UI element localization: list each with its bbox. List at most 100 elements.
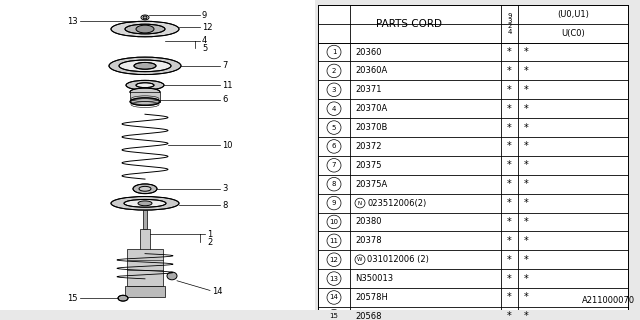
Text: 7: 7	[222, 61, 227, 70]
Ellipse shape	[133, 184, 157, 194]
Text: 9: 9	[202, 11, 207, 20]
Text: N: N	[358, 201, 362, 205]
Ellipse shape	[126, 80, 164, 90]
Text: *: *	[507, 311, 512, 320]
Text: 20370A: 20370A	[355, 104, 387, 113]
Text: (U0,U1): (U0,U1)	[557, 10, 589, 19]
Text: 023512006(2): 023512006(2)	[367, 199, 426, 208]
Ellipse shape	[136, 83, 154, 88]
Ellipse shape	[139, 186, 151, 191]
Text: 20578H: 20578H	[355, 293, 388, 302]
Text: 8: 8	[332, 181, 336, 187]
Ellipse shape	[111, 196, 179, 210]
Text: 5: 5	[202, 44, 207, 53]
Text: A211000070: A211000070	[582, 296, 635, 305]
Text: *: *	[507, 236, 512, 246]
Text: *: *	[507, 141, 512, 151]
Text: 20380: 20380	[355, 218, 381, 227]
Text: 9
3
2
4: 9 3 2 4	[508, 13, 512, 35]
Text: 20360: 20360	[355, 48, 381, 57]
Text: 14: 14	[330, 294, 339, 300]
Text: 4: 4	[332, 106, 336, 112]
Text: W: W	[357, 257, 363, 262]
Text: 11: 11	[330, 238, 339, 244]
Bar	[130, 92, 160, 102]
Bar	[125, 285, 165, 297]
Ellipse shape	[109, 57, 181, 75]
Text: *: *	[524, 85, 529, 95]
Ellipse shape	[167, 272, 177, 280]
Text: 031012006 (2): 031012006 (2)	[367, 255, 429, 264]
Text: 12: 12	[202, 23, 212, 32]
Text: 1: 1	[207, 230, 212, 239]
Text: *: *	[507, 160, 512, 170]
Text: *: *	[507, 179, 512, 189]
Text: PARTS CORD: PARTS CORD	[376, 19, 442, 29]
Text: 7: 7	[332, 162, 336, 168]
Ellipse shape	[124, 199, 166, 207]
Text: 10: 10	[222, 141, 232, 150]
Text: 15: 15	[330, 313, 339, 319]
Text: 20568: 20568	[355, 312, 381, 320]
Text: *: *	[524, 236, 529, 246]
Text: *: *	[507, 85, 512, 95]
Text: 20378: 20378	[355, 236, 381, 245]
Text: *: *	[524, 255, 529, 265]
Text: 5: 5	[332, 124, 336, 131]
Text: N350013: N350013	[355, 274, 393, 283]
Text: *: *	[524, 274, 529, 284]
Bar	[0, 0, 315, 310]
Text: *: *	[507, 47, 512, 57]
Text: 20375A: 20375A	[355, 180, 387, 189]
Ellipse shape	[143, 16, 147, 19]
Ellipse shape	[125, 24, 165, 34]
Text: *: *	[507, 217, 512, 227]
Ellipse shape	[136, 25, 154, 33]
Text: *: *	[507, 123, 512, 132]
Ellipse shape	[130, 98, 160, 106]
Text: 11: 11	[222, 81, 232, 90]
Ellipse shape	[111, 21, 179, 37]
Text: 6: 6	[332, 143, 336, 149]
Bar	[318, 5, 628, 320]
Text: 9: 9	[332, 200, 336, 206]
Text: 20375: 20375	[355, 161, 381, 170]
Text: *: *	[524, 160, 529, 170]
Text: 15: 15	[67, 294, 78, 303]
Text: *: *	[507, 104, 512, 114]
Text: 2: 2	[207, 237, 212, 246]
Text: 20370B: 20370B	[355, 123, 387, 132]
Text: *: *	[507, 255, 512, 265]
Text: *: *	[524, 311, 529, 320]
Text: 13: 13	[330, 276, 339, 282]
Text: 13: 13	[67, 17, 78, 26]
Text: U(C0): U(C0)	[561, 29, 585, 38]
Text: 8: 8	[222, 201, 227, 210]
Text: 4: 4	[202, 36, 207, 45]
Text: *: *	[507, 66, 512, 76]
Text: *: *	[524, 141, 529, 151]
Ellipse shape	[119, 60, 171, 72]
Text: 14: 14	[212, 287, 223, 296]
Ellipse shape	[138, 201, 152, 206]
Text: 3: 3	[222, 184, 227, 193]
Bar	[143, 210, 147, 229]
Text: 20372: 20372	[355, 142, 381, 151]
Text: *: *	[524, 123, 529, 132]
Text: 10: 10	[330, 219, 339, 225]
Text: *: *	[507, 292, 512, 302]
Text: *: *	[524, 66, 529, 76]
Ellipse shape	[130, 88, 160, 96]
Text: 3: 3	[332, 87, 336, 93]
Text: 12: 12	[330, 257, 339, 263]
Text: 20371: 20371	[355, 85, 381, 94]
Text: *: *	[524, 104, 529, 114]
Text: 20360A: 20360A	[355, 67, 387, 76]
Bar	[127, 249, 163, 285]
Text: *: *	[524, 217, 529, 227]
Text: 6: 6	[222, 95, 227, 104]
Text: 2: 2	[332, 68, 336, 74]
Bar	[140, 229, 150, 254]
Text: *: *	[524, 292, 529, 302]
Text: 1: 1	[332, 49, 336, 55]
